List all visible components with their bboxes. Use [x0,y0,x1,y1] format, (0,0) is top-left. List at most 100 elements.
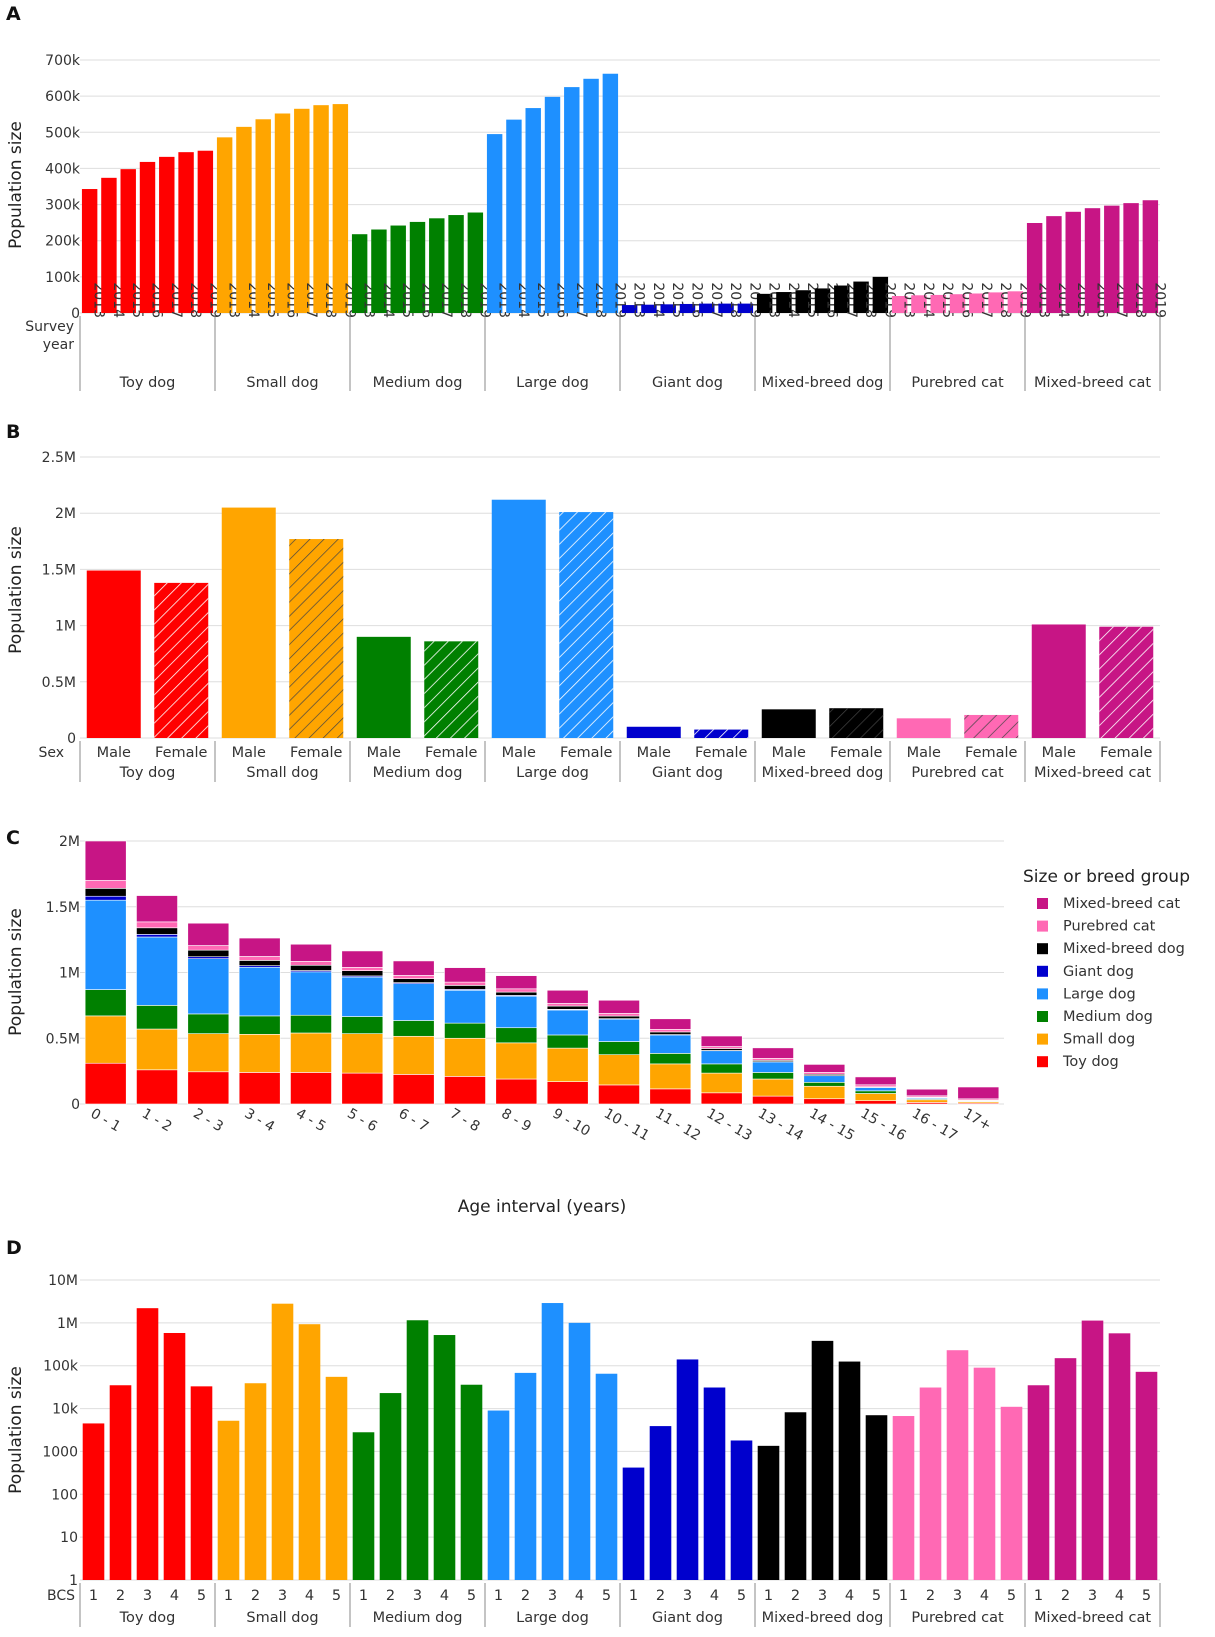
bar-segment-large-dog-8-9 [495,995,538,1029]
bar-small-dog-2015 [255,119,271,313]
bar-mixed-breed-dog-2013 [756,293,773,313]
bar-segment-purebred-cat-3-4 [238,956,281,961]
bar-purebred-cat-male [896,718,951,738]
bar-segment-toy-dog-13-14 [752,1095,794,1105]
bar-segment-toy-dog-2-3 [187,1071,230,1105]
bar-mixed-breed-dog-male [761,709,816,738]
bar-segment-giant-dog-1-2 [136,934,178,938]
x-axis-title-line-1: Survey [25,319,74,335]
group-label-small-dog: Small dog [246,765,318,781]
x-tick-age: 5 - 6 [344,1106,380,1136]
bar-segment-medium-dog-2-3 [187,1013,230,1034]
x-tick-age: 17+ [960,1106,994,1135]
bar-mixed-breed-cat-female-hatch [1099,626,1154,738]
bar-segment-toy-dog-10-11 [598,1084,640,1105]
bar-purebred-cat-bcs-4 [973,1367,996,1580]
bar-mixed-breed-cat-bcs-2 [1054,1358,1077,1580]
panel-d-letter: D [6,1237,22,1259]
legend-swatch-small-dog [1037,1033,1048,1045]
bar-purebred-cat-2014 [911,295,927,313]
bar-medium-dog-bcs-1 [352,1432,375,1580]
bar-segment-large-dog-1-2 [136,936,178,1006]
bar-giant-dog-2018 [718,303,734,313]
x-tick-bcs: 4 [440,1588,449,1604]
y-tick-label: 700k [45,53,81,69]
bar-large-dog-2018 [583,78,599,314]
bar-mixed-breed-cat-2017 [1104,205,1120,313]
bar-giant-dog-bcs-2 [649,1426,672,1580]
bar-large-dog-2015 [525,108,541,313]
bar-mixed-breed-cat-2018 [1123,203,1139,313]
bar-mixed-breed-dog-2019 [872,276,889,313]
bar-segment-medium-dog-12-13 [700,1063,743,1074]
bar-segment-mixed-breed-dog-8-9 [495,991,538,996]
y-tick-label: 2M [55,506,76,522]
bar-segment-toy-dog-15-16 [854,1100,897,1105]
bar-large-dog-2014 [506,119,522,313]
bar-medium-dog-2013 [351,234,368,313]
bar-segment-mixed-breed-dog-6-7 [392,978,435,983]
bar-segment-toy-dog-14-15 [803,1098,846,1105]
x-tick-bcs: 4 [1115,1588,1124,1604]
bar-medium-dog-bcs-4 [433,1335,456,1580]
bar-segment-toy-dog-1-2 [136,1069,178,1105]
group-label-purebred-cat: Purebred cat [911,1610,1004,1626]
panel-b-y-axis-title: Population size [6,526,26,654]
bar-segment-small-dog-16-17 [906,1099,948,1103]
group-label-giant-dog: Giant dog [652,765,723,781]
bar-segment-large-dog-7-8 [444,989,486,1024]
bar-small-dog-bcs-1 [217,1420,240,1580]
x-axis-title: BCS [47,1588,75,1604]
panel-d: D 1 10 100 1000 10k 100k 1M 10M Population size 1… [6,1237,1161,1627]
x-tick-bcs: 2 [116,1588,125,1604]
bar-small-dog-2016 [274,113,291,314]
bar-segment-mixed-breed-cat-10-11 [598,999,640,1014]
legend-label-mixed-breed-cat: Mixed-breed cat [1063,896,1180,912]
bar-large-dog-bcs-4 [568,1322,591,1580]
bar-large-dog-2016 [544,96,561,313]
x-tick-sex: Male [637,745,671,761]
bar-segment-small-dog-0-1 [84,1015,127,1064]
bar-small-dog-2018 [313,105,329,313]
bar-purebred-cat-2017 [969,293,985,313]
bar-segment-large-dog-5-6 [341,976,384,1017]
x-tick-bcs: 1 [764,1588,773,1604]
bar-segment-mixed-breed-cat-17 [957,1086,1000,1100]
bar-medium-dog-male [356,636,411,738]
bar-segment-purebred-cat-7-8 [444,981,486,986]
bar-medium-dog-2017 [429,218,445,313]
bar-segment-giant-dog-0-1 [84,895,127,901]
bar-segment-small-dog-3-4 [238,1034,281,1073]
bar-giant-dog-2019 [737,303,754,313]
bar-segment-mixed-breed-cat-2-3 [187,922,230,946]
bar-mixed-breed-dog-bcs-4 [838,1361,861,1580]
group-label-giant-dog: Giant dog [652,375,723,391]
x-tick-sex: Female [290,745,343,761]
group-label-toy-dog: Toy dog [119,375,176,391]
x-tick-age: 8 - 9 [498,1106,534,1136]
bar-segment-small-dog-12-13 [700,1072,743,1094]
x-tick-age: 16 - 17 [909,1106,960,1145]
bar-medium-dog-bcs-5 [460,1384,483,1580]
bar-purebred-cat-2013 [891,296,908,313]
bar-segment-medium-dog-0-1 [84,989,127,1017]
x-tick-age: 10 - 11 [601,1106,652,1145]
bar-mixed-breed-cat-2019 [1142,200,1159,313]
y-tick-label: 200k [45,234,81,250]
bar-segment-mixed-breed-cat-1-2 [136,895,178,923]
bar-mixed-breed-cat-bcs-1 [1027,1385,1050,1580]
x-tick-bcs: 2 [251,1588,260,1604]
bar-segment-mixed-breed-cat-15-16 [854,1076,897,1086]
y-tick-label: 100k [45,270,81,286]
x-tick-bcs: 1 [89,1588,98,1604]
y-tick-label: 300k [45,198,81,214]
x-tick-bcs: 2 [521,1588,530,1604]
legend-swatch-mixed-breed-dog [1037,943,1048,955]
panel-a-y-axis-title: Population size [6,121,26,249]
bar-segment-toy-dog-0-1 [84,1062,127,1105]
y-tick-label: 0 [71,306,80,322]
bar-giant-dog-bcs-1 [622,1467,645,1580]
bar-segment-toy-dog-11-12 [649,1088,692,1105]
bar-segment-medium-dog-7-8 [444,1022,486,1039]
x-axis-title-line-2: year [43,337,74,353]
